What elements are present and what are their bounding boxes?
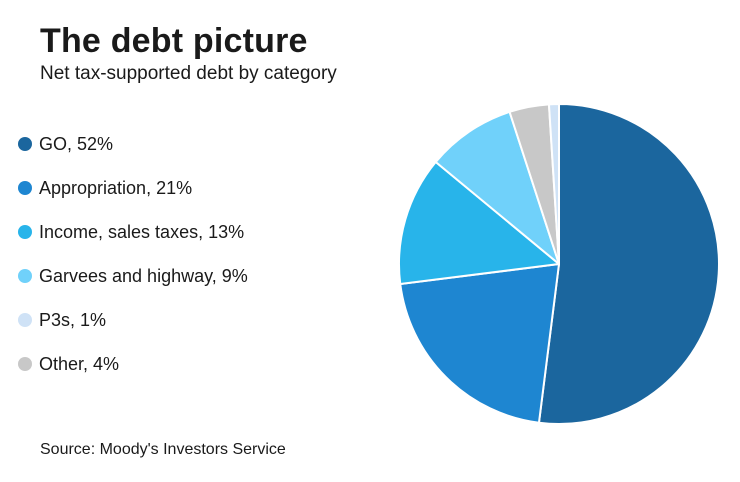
legend-swatch-appropriation <box>18 181 32 195</box>
legend-item-other: Other, 4% <box>18 342 248 386</box>
pie-slice-go <box>537 103 720 425</box>
pie-slice-garvees <box>434 110 560 265</box>
chart-subtitle: Net tax-supported debt by category <box>40 63 337 84</box>
legend-label-p3s: P3s, 1% <box>39 309 107 330</box>
legend-item-go: GO, 52% <box>18 122 248 166</box>
legend-item-p3s: P3s, 1% <box>18 298 248 342</box>
legend-item-appropriation: Appropriation, 21% <box>18 166 248 210</box>
legend-label-income: Income, sales taxes, 13% <box>39 221 245 242</box>
legend-item-income: Income, sales taxes, 13% <box>18 210 248 254</box>
pie-slice-p3s <box>547 103 560 265</box>
legend-label-garvees: Garvees and highway, 9% <box>39 265 248 286</box>
legend-label-go: GO, 52% <box>39 133 114 154</box>
pie-slice-appropriation <box>399 263 560 424</box>
legend-swatch-go <box>18 137 32 151</box>
legend-swatch-p3s <box>18 313 32 327</box>
legend-swatch-income <box>18 225 32 239</box>
legend-swatch-garvees <box>18 269 32 283</box>
legend-swatch-other <box>18 357 32 371</box>
legend-label-appropriation: Appropriation, 21% <box>39 177 193 198</box>
chart-title: The debt picture <box>40 22 308 60</box>
legend: GO, 52% Appropriation, 21% Income, sales… <box>18 122 248 386</box>
legend-label-other: Other, 4% <box>39 353 120 374</box>
chart-source: Source: Moody's Investors Service <box>40 441 286 458</box>
legend-item-garvees: Garvees and highway, 9% <box>18 254 248 298</box>
pie-slice-income <box>397 161 560 286</box>
